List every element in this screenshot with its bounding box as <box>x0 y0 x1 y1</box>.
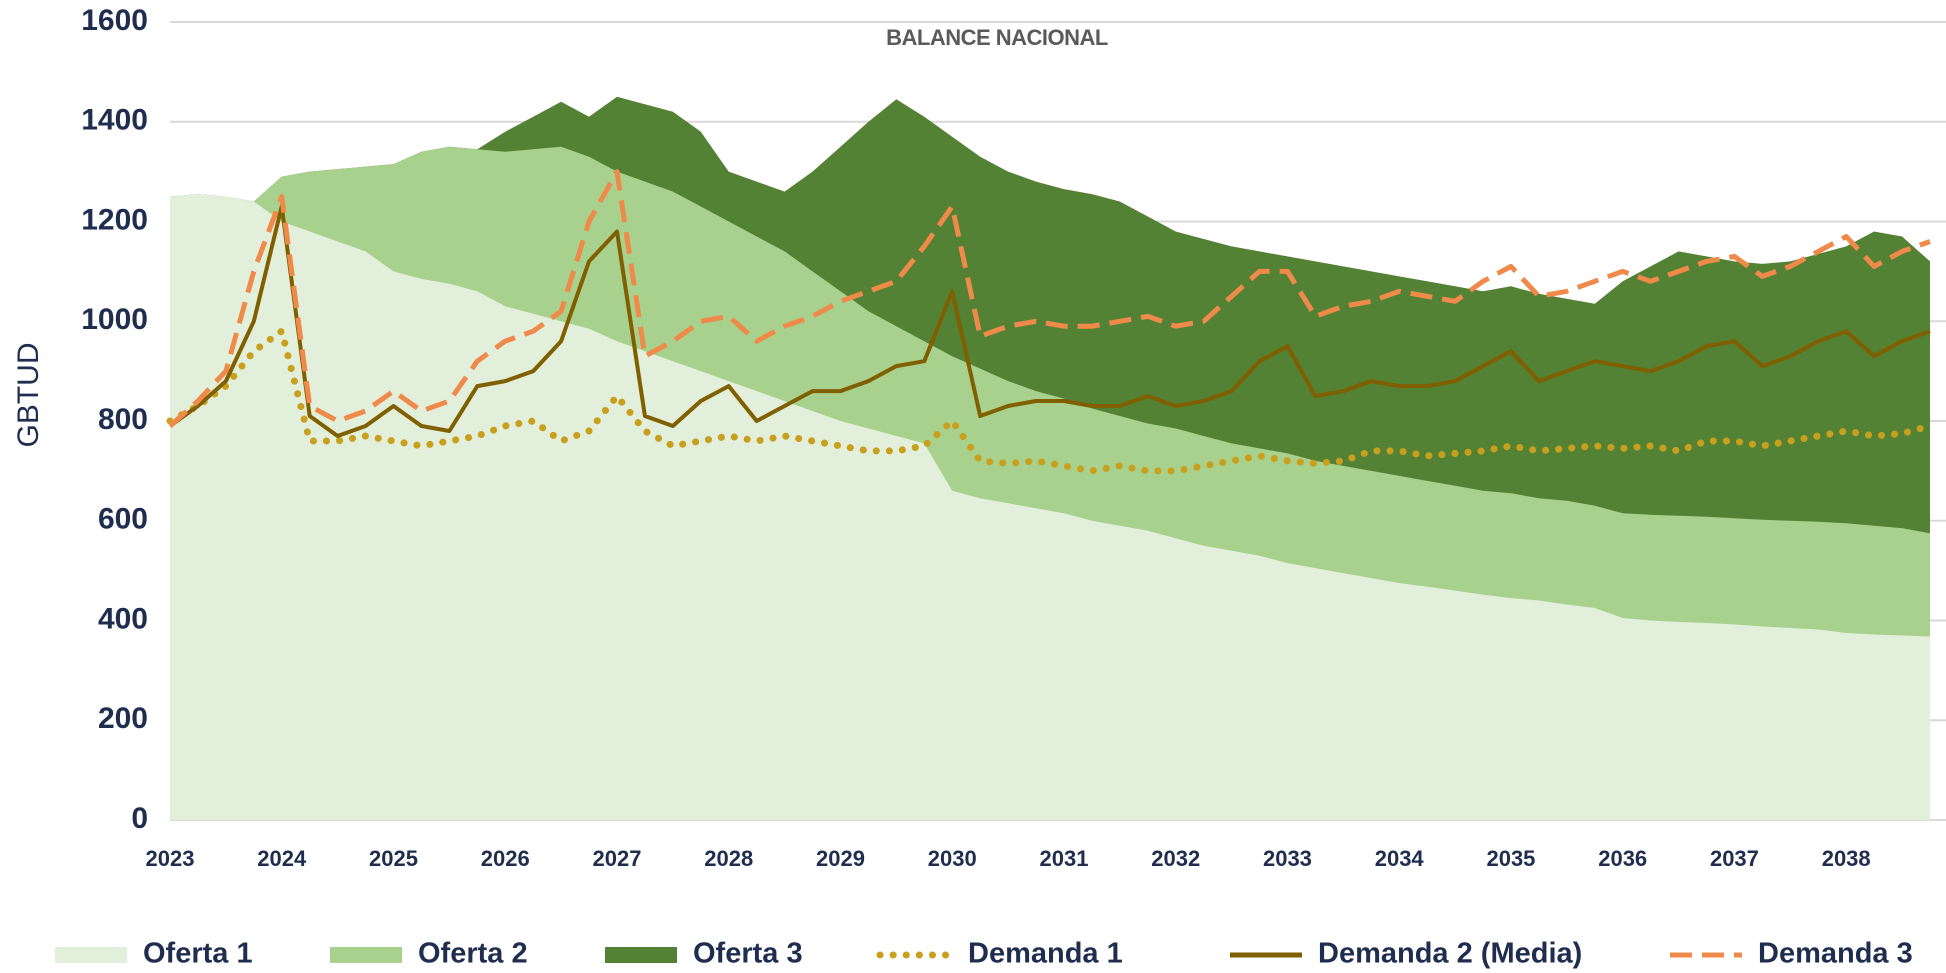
legend-label: Demanda 2 (Media) <box>1318 938 1582 970</box>
line <box>168 204 1931 438</box>
x-tick-label: 2024 <box>257 846 307 871</box>
area <box>170 194 1930 821</box>
chart-title: BALANCE NACIONAL <box>886 25 1108 50</box>
y-tick-label: 1600 <box>81 4 148 37</box>
x-tick-label: 2030 <box>928 846 977 871</box>
legend-label: Oferta 2 <box>418 938 528 970</box>
y-tick-label: 400 <box>98 602 148 635</box>
legend-label: Demanda 1 <box>968 938 1123 970</box>
x-tick-label: 2032 <box>1151 846 1200 871</box>
x-tick-label: 2023 <box>146 846 195 871</box>
line <box>168 169 1931 428</box>
y-axis-label: GBTUD <box>12 343 45 448</box>
y-tick-label: 1200 <box>81 203 148 236</box>
legend-label: Oferta 3 <box>693 938 803 970</box>
y-tick-label: 200 <box>98 702 148 735</box>
legend-swatch <box>55 947 127 963</box>
x-tick-label: 2028 <box>704 846 753 871</box>
y-tick-label: 800 <box>98 403 148 436</box>
line <box>166 327 1934 475</box>
y-tick-label: 0 <box>131 802 148 835</box>
x-tick-label: 2033 <box>1263 846 1312 871</box>
legend-label: Oferta 1 <box>143 938 253 970</box>
x-tick-label: 2026 <box>481 846 530 871</box>
legend-label: Demanda 3 <box>1758 938 1913 970</box>
x-tick-label: 2027 <box>593 846 642 871</box>
y-tick-label: 600 <box>98 503 148 536</box>
x-tick-label: 2034 <box>1375 846 1425 871</box>
x-tick-label: 2025 <box>369 846 418 871</box>
x-tick-label: 2036 <box>1598 846 1647 871</box>
legend-swatch <box>605 947 677 963</box>
x-tick-label: 2038 <box>1822 846 1871 871</box>
x-tick-label: 2037 <box>1710 846 1759 871</box>
x-tick-label: 2035 <box>1486 846 1535 871</box>
x-tick-label: 2031 <box>1039 846 1088 871</box>
legend-swatch <box>330 947 402 963</box>
x-tick-label: 2029 <box>816 846 865 871</box>
y-tick-label: 1000 <box>81 303 148 336</box>
y-tick-label: 1400 <box>81 104 148 137</box>
